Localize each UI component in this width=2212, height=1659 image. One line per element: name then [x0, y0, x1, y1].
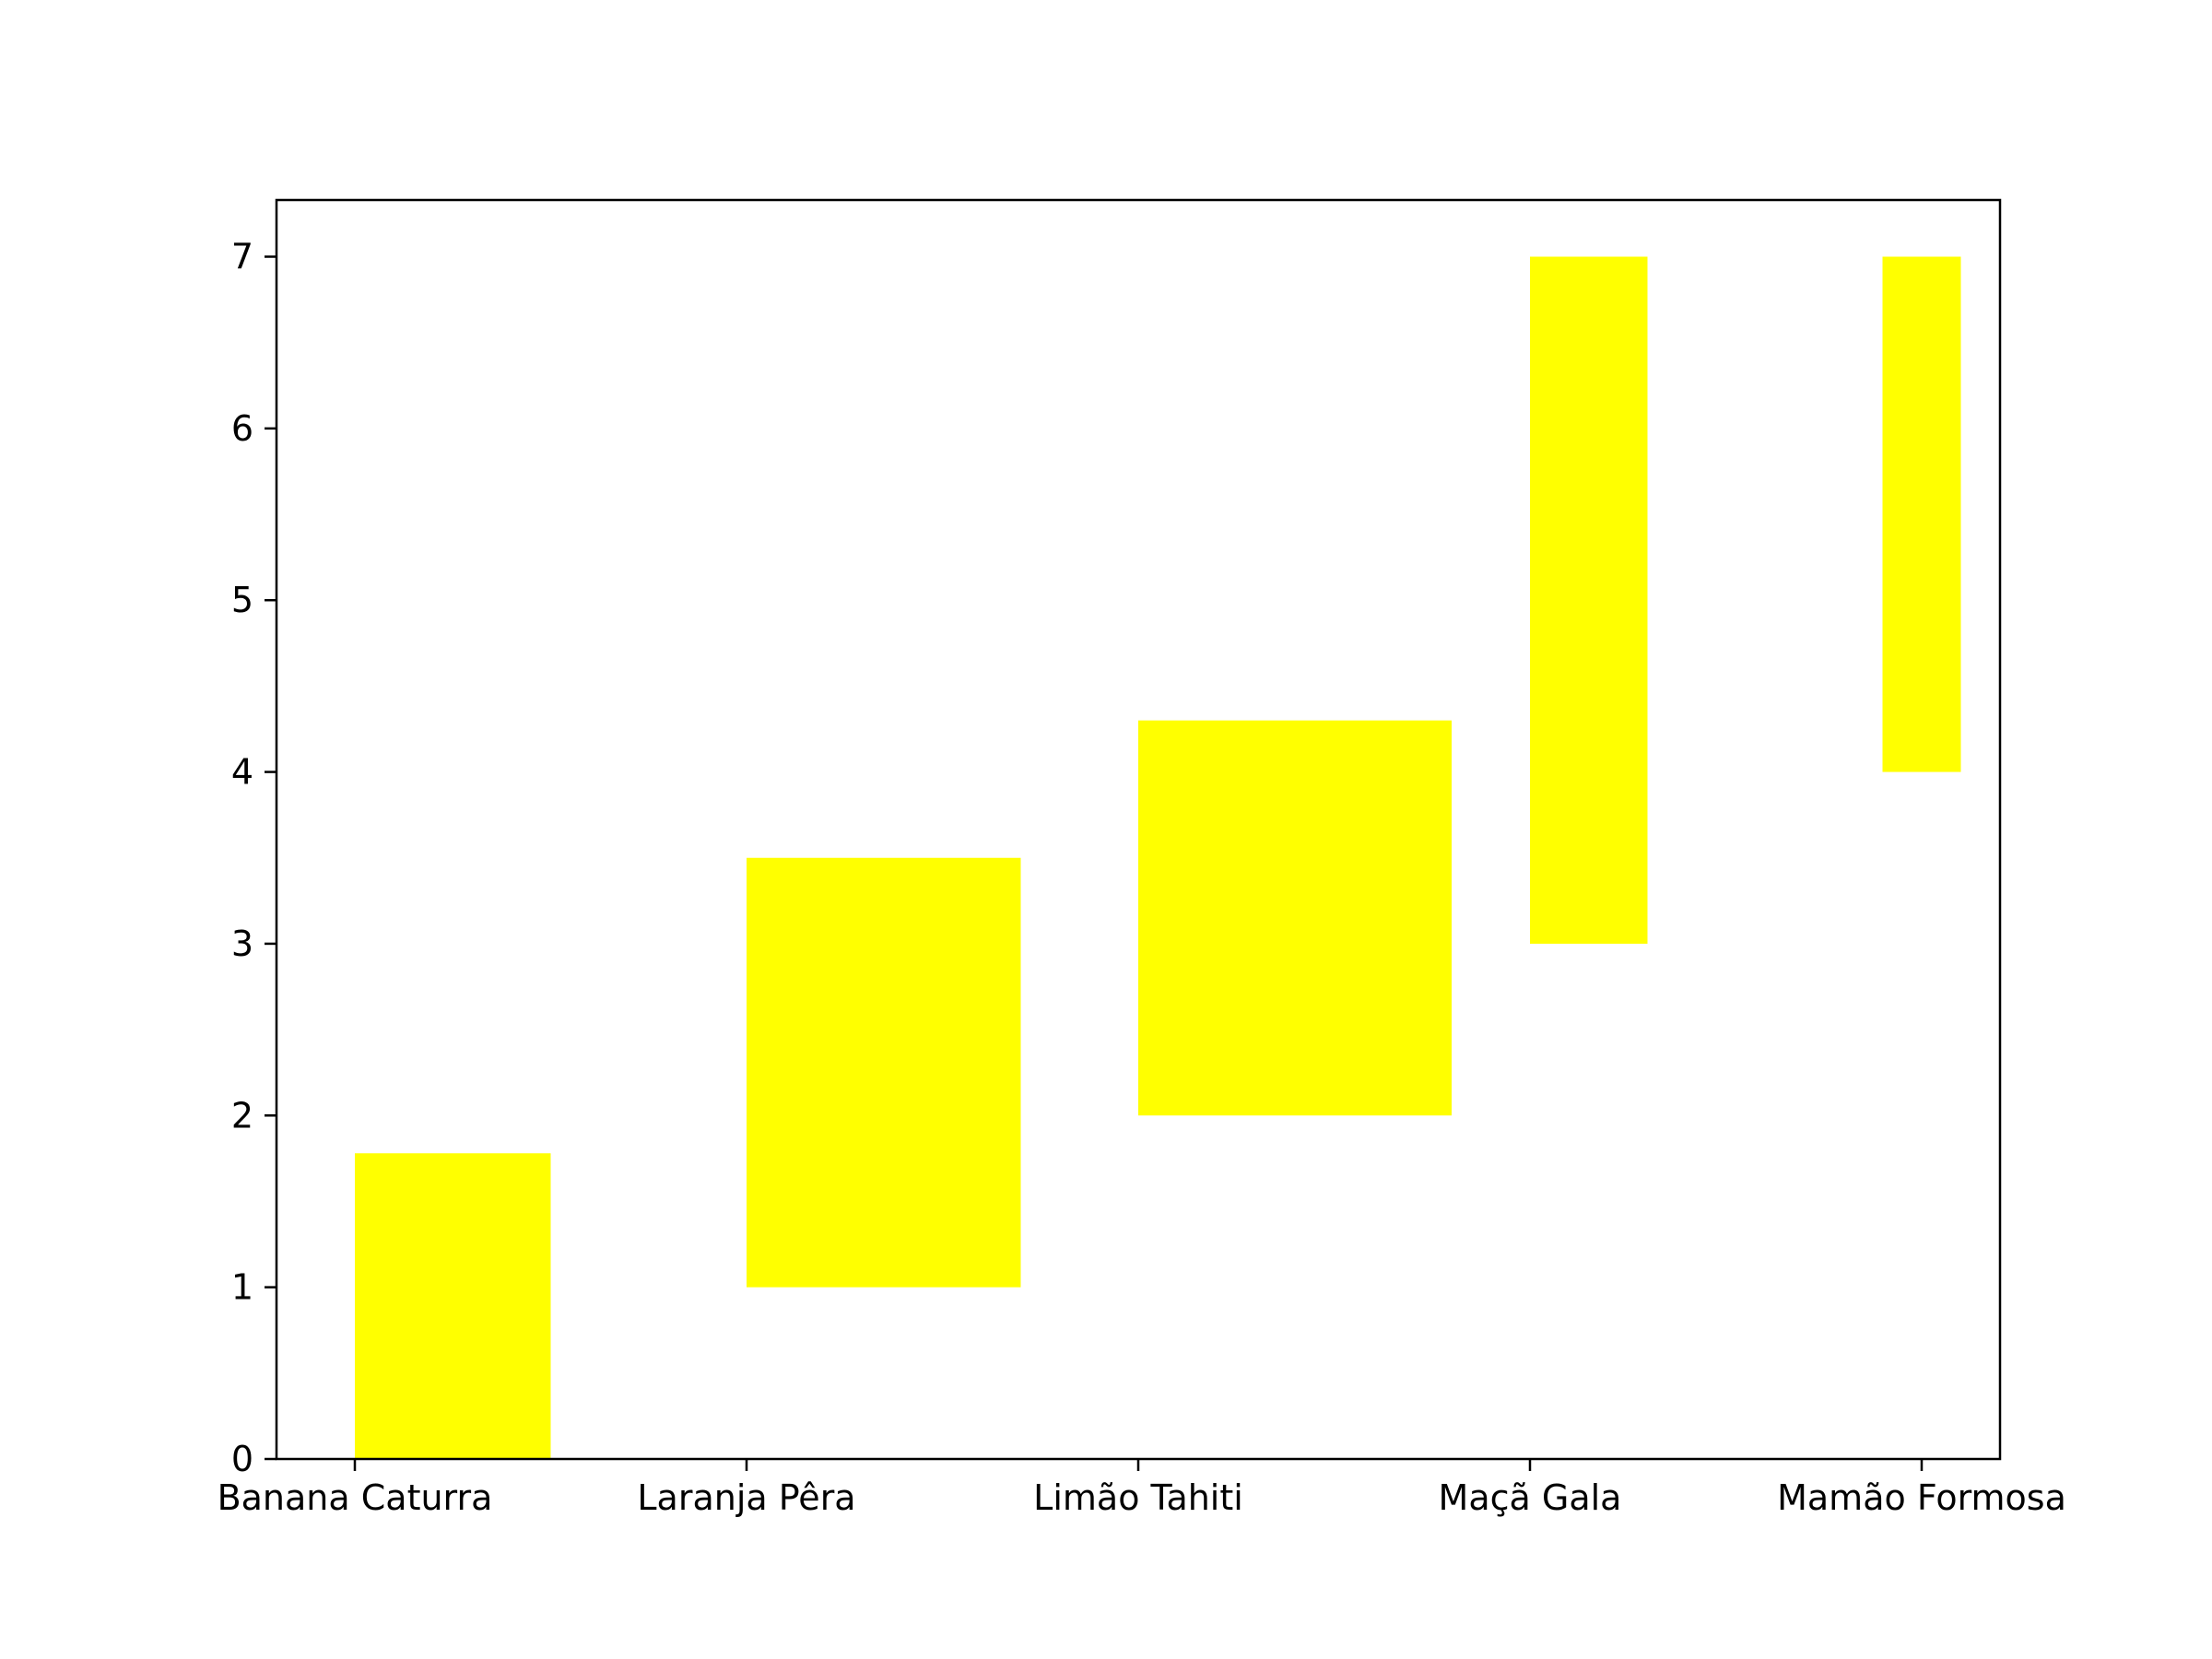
y-tick-label: 6 [231, 408, 253, 449]
x-tick-label-mamao-formosa: Mamão Formosa [1777, 1477, 2066, 1518]
x-axis: Banana Caturra Laranja Pêra Limão Tahiti Ma… [218, 1459, 2066, 1518]
bars-group [355, 256, 1961, 1459]
bar-laranja-pera [747, 857, 1021, 1288]
bar-maca-gala [1530, 256, 1648, 944]
x-tick-label-limao-tahiti: Limão Tahiti [1033, 1477, 1243, 1518]
bar-limao-tahiti [1138, 720, 1452, 1116]
bar-banana-caturra [355, 1153, 551, 1459]
y-tick-label: 2 [231, 1095, 253, 1135]
y-tick-label: 0 [231, 1439, 253, 1479]
bar-mamao-formosa [1882, 256, 1961, 772]
y-tick-label: 4 [231, 752, 253, 793]
y-tick-label: 3 [231, 924, 253, 964]
y-tick-label: 5 [231, 580, 253, 620]
x-tick-label-banana-caturra: Banana Caturra [218, 1477, 493, 1518]
y-tick-label: 1 [231, 1267, 253, 1308]
x-tick-label-maca-gala: Maçã Gala [1439, 1477, 1622, 1518]
y-tick-label: 7 [231, 236, 253, 276]
x-tick-label-laranja-pera: Laranja Pêra [637, 1477, 855, 1518]
y-axis: 0 1 2 3 4 5 6 7 [231, 236, 276, 1479]
